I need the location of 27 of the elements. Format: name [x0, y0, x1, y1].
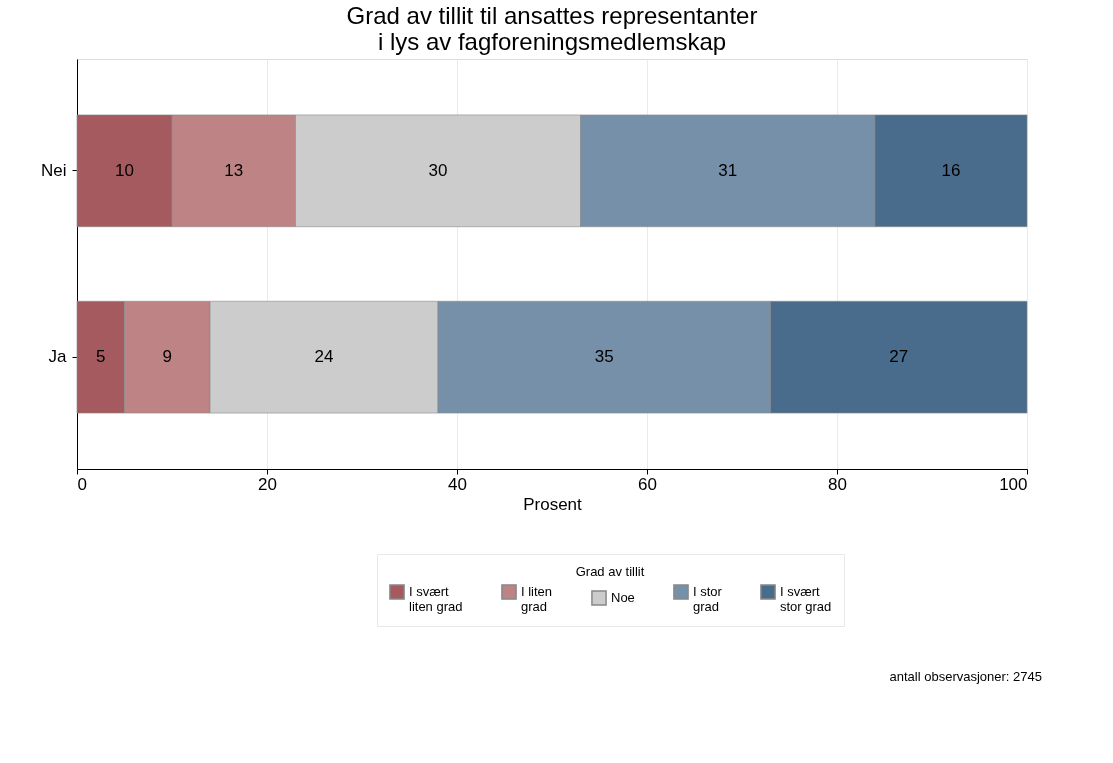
text: antall observasjoner: 2745 [889, 669, 1042, 684]
x-tick-label: 40 [448, 474, 467, 494]
x-axis-title: Prosent [523, 494, 583, 514]
chart-title: Grad av tillit til ansattes representanter i lys av fagforeningsmedlemskap [346, 2, 758, 55]
legend-label: Noe [611, 589, 635, 605]
data-label: 9 [162, 347, 172, 367]
x-tick-label: 80 [828, 474, 847, 494]
data-label: 24 [314, 347, 334, 367]
legend-label: I svært liten grad [409, 584, 463, 614]
x-tick-label: 20 [258, 474, 277, 494]
data-label: 30 [428, 160, 448, 180]
data-label: 13 [224, 160, 244, 180]
data-label: 27 [889, 347, 909, 367]
x-tick-label: 100 [999, 474, 1028, 494]
data-label: 31 [718, 160, 738, 180]
legend-label: I liten grad [521, 584, 553, 614]
data-label: 16 [941, 160, 961, 180]
y-tick-label: Nei [40, 160, 67, 180]
data-label: 10 [115, 160, 134, 180]
x-tick-label: 60 [638, 474, 657, 494]
legend-label: I svært stor grad [780, 584, 832, 614]
legend-label: I stor grad [693, 584, 723, 614]
y-tick-label: Ja [48, 347, 68, 367]
x-tick-label: 0 [77, 474, 87, 494]
data-label: 35 [594, 347, 614, 367]
data-label: 5 [96, 347, 106, 367]
legend-title: Grad av tillit [575, 564, 645, 579]
